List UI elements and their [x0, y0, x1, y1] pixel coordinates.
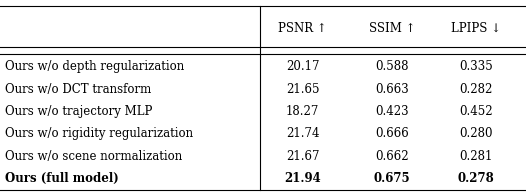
Text: SSIM ↑: SSIM ↑: [369, 22, 415, 35]
Text: Ours w/o scene normalization: Ours w/o scene normalization: [5, 150, 183, 163]
Text: Ours w/o depth regularization: Ours w/o depth regularization: [5, 60, 185, 74]
Text: 0.588: 0.588: [375, 60, 409, 74]
Text: 21.67: 21.67: [286, 150, 319, 163]
Text: Ours w/o trajectory MLP: Ours w/o trajectory MLP: [5, 105, 153, 118]
Text: Ours w/o rigidity regularization: Ours w/o rigidity regularization: [5, 127, 194, 140]
Text: PSNR ↑: PSNR ↑: [278, 22, 327, 35]
Text: 21.65: 21.65: [286, 83, 319, 96]
Text: 0.281: 0.281: [459, 150, 493, 163]
Text: Ours w/o DCT transform: Ours w/o DCT transform: [5, 83, 151, 96]
Text: 21.94: 21.94: [284, 172, 321, 185]
Text: 0.452: 0.452: [459, 105, 493, 118]
Text: LPIPS ↓: LPIPS ↓: [451, 22, 501, 35]
Text: 0.663: 0.663: [375, 83, 409, 96]
Text: 0.662: 0.662: [375, 150, 409, 163]
Text: 21.74: 21.74: [286, 127, 319, 140]
Text: 0.280: 0.280: [459, 127, 493, 140]
Text: 0.282: 0.282: [459, 83, 493, 96]
Text: 0.423: 0.423: [375, 105, 409, 118]
Text: 18.27: 18.27: [286, 105, 319, 118]
Text: Ours (full model): Ours (full model): [5, 172, 119, 185]
Text: 20.17: 20.17: [286, 60, 319, 74]
Text: 0.278: 0.278: [458, 172, 494, 185]
Text: 0.335: 0.335: [459, 60, 493, 74]
Text: 0.666: 0.666: [375, 127, 409, 140]
Text: 0.675: 0.675: [373, 172, 410, 185]
